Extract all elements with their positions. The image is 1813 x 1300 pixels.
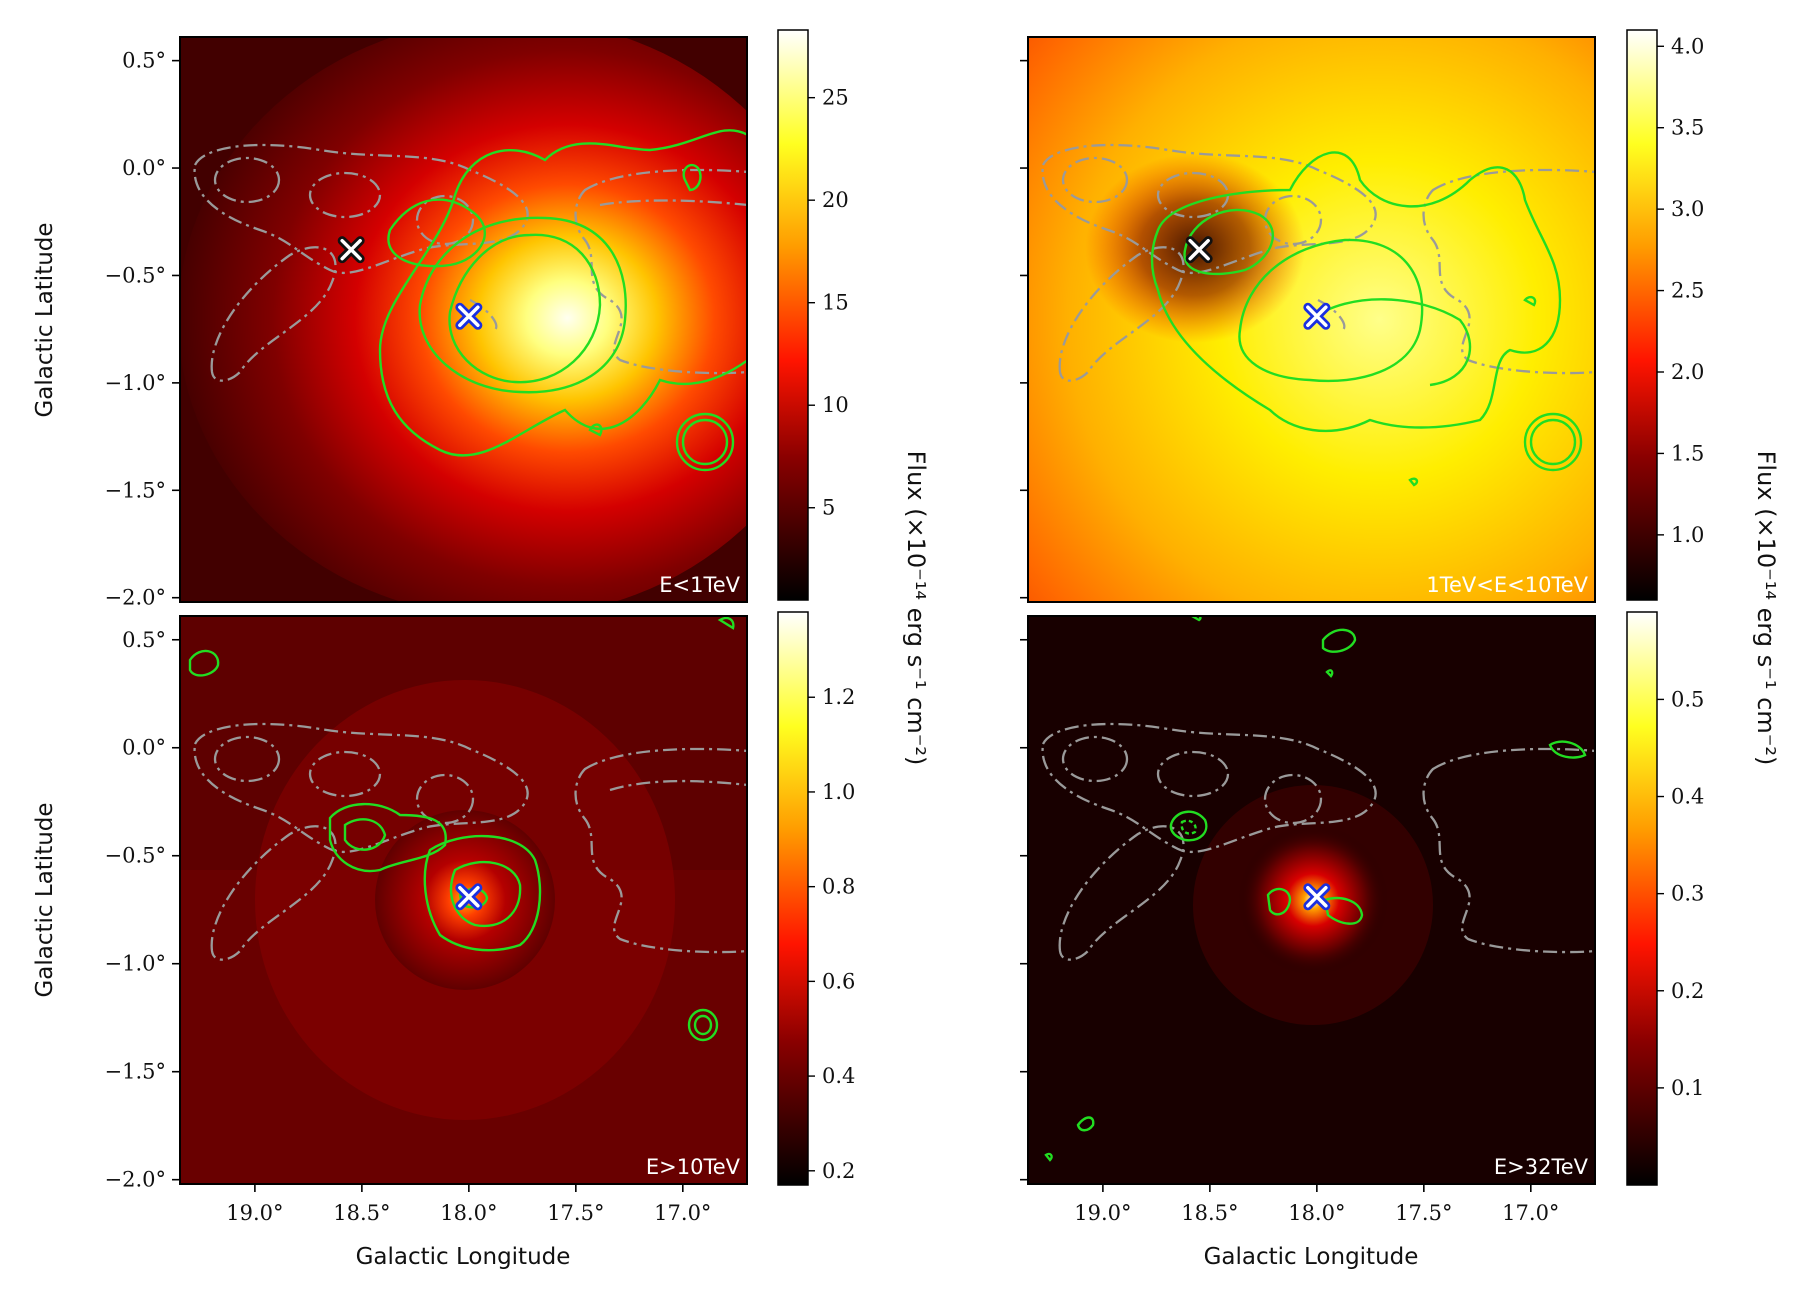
x-tick-label: 18.5° (1181, 1201, 1238, 1225)
x-tick-label: 17.5° (1395, 1201, 1452, 1225)
source-x-marker (455, 302, 483, 330)
colorbar-3 (777, 611, 809, 1186)
y-tick-label: 0.0° (122, 156, 166, 180)
colorbar-2 (1626, 29, 1658, 601)
colorbar-tick-label: 0.4 (1671, 785, 1704, 809)
source-markers (455, 883, 483, 911)
y-tick-label: −1.5° (105, 478, 167, 502)
source-x-marker (1303, 883, 1331, 911)
x-tick-label: 19.0° (226, 1201, 283, 1225)
colorbar-tick-label: 0.1 (1671, 1076, 1704, 1100)
x-tick-label: 18.0° (440, 1201, 497, 1225)
colorbars: 5 10 15 20 25 1.0 1.5 2.0 2.5 3.0 3.5 4.0 0.2 0.4 0.6 0… (777, 29, 1780, 1186)
source-x-marker (455, 883, 483, 911)
colorbar-tick-label: 20 (822, 188, 849, 212)
gray-contours (193, 143, 747, 382)
colorbar-tick-label: 5 (822, 496, 835, 520)
colorbar-1 (777, 29, 809, 601)
colorbar-tick-label: 3.0 (1671, 197, 1704, 221)
colorbar-tick-label: 2.0 (1671, 360, 1704, 384)
x-tick-label: 19.0° (1074, 1201, 1131, 1225)
gray-contours (193, 722, 747, 961)
x-tick-label: 18.0° (1288, 1201, 1345, 1225)
plot-frame (1027, 36, 1596, 603)
y-tick-label: −1.0° (105, 371, 167, 395)
x-tick-label: 17.0° (1502, 1201, 1559, 1225)
green-contours (1044, 616, 1587, 1162)
colorbar-tick-label: 0.2 (822, 1159, 855, 1183)
colorbar-tick-label: 1.2 (822, 685, 855, 709)
colorbar-tick-label: 1.5 (1671, 441, 1704, 465)
colorbar-tick-label: 4.0 (1671, 34, 1704, 58)
band-label: 1TeV<E<10TeV (1426, 573, 1588, 597)
source-x-marker (1185, 236, 1213, 264)
x-tick-label: 17.0° (654, 1201, 711, 1225)
plot-frame (179, 36, 748, 603)
source-x-marker (1303, 302, 1331, 330)
colorbar-tick-label: 1.0 (1671, 523, 1704, 547)
x-axis-label: Galactic Longitude (356, 1244, 571, 1270)
colorbar-tick-label: 10 (822, 393, 849, 417)
colorbar-label: Flux (×10⁻¹⁴ erg s⁻¹ cm⁻²) (902, 451, 930, 766)
panel-1tev-10tev: 1TeV<E<10TeV (1020, 36, 1596, 603)
colorbar-tick-label: 1.0 (822, 780, 855, 804)
panel-e-lt-1tev: 0.5° 0.0° −0.5° −1.0° −1.5° −2.0° E<1TeV Gala… (32, 36, 748, 610)
colorbar-4 (1626, 611, 1658, 1186)
plot-frame (179, 615, 748, 1185)
source-markers (1303, 883, 1331, 911)
y-tick-label: 0.5° (122, 49, 166, 73)
colorbar-tick-label: 2.5 (1671, 279, 1704, 303)
colorbar-tick-label: 0.4 (822, 1064, 855, 1088)
panel-e-gt-32tev: 19.0° 18.5° 18.0° 17.5° 17.0° E>32TeV Galact… (1020, 615, 1596, 1270)
y-axis-label: Galactic Latitude (32, 802, 58, 997)
source-markers (337, 236, 483, 330)
y-tick-label: −0.5° (105, 844, 167, 868)
green-contours (378, 129, 747, 472)
y-tick-label: −1.0° (105, 952, 167, 976)
colorbar-tick-label: 0.6 (822, 969, 855, 993)
source-markers (1185, 236, 1331, 330)
plot-frame (1027, 615, 1596, 1185)
y-tick-label: −0.5° (105, 263, 167, 287)
gray-contours (1041, 722, 1595, 961)
panel-e-gt-10tev: 0.5° 0.0° −0.5° −1.0° −1.5° −2.0° 19.0° 18.5° 1… (32, 615, 748, 1270)
green-contours (188, 616, 735, 1042)
colorbar-tick-label: 0.5 (1671, 687, 1704, 711)
x-tick-label: 18.5° (333, 1201, 390, 1225)
colorbar-label: Flux (×10⁻¹⁴ erg s⁻¹ cm⁻²) (1752, 451, 1780, 766)
green-contours (1150, 151, 1583, 487)
y-tick-label: 0.0° (122, 736, 166, 760)
y-tick-label: −2.0° (105, 1168, 167, 1192)
colorbar-tick-label: 3.5 (1671, 116, 1704, 140)
heatmap-emission (180, 37, 747, 602)
source-x-marker (337, 236, 365, 264)
x-tick-label: 17.5° (547, 1201, 604, 1225)
band-label: E>10TeV (646, 1155, 741, 1179)
colorbar-tick-label: 0.3 (1671, 882, 1704, 906)
colorbar-tick-label: 25 (822, 86, 849, 110)
y-tick-label: −2.0° (105, 586, 167, 610)
band-label: E<1TeV (659, 573, 740, 597)
colorbar-tick-label: 15 (822, 291, 849, 315)
y-tick-label: −1.5° (105, 1060, 167, 1084)
colorbar-tick-label: 0.2 (1671, 979, 1704, 1003)
colorbar-tick-label: 0.8 (822, 875, 855, 899)
y-axis-label: Galactic Latitude (32, 222, 58, 417)
y-tick-label: 0.5° (122, 628, 166, 652)
x-axis-label: Galactic Longitude (1204, 1244, 1419, 1270)
band-label: E>32TeV (1494, 1155, 1589, 1179)
